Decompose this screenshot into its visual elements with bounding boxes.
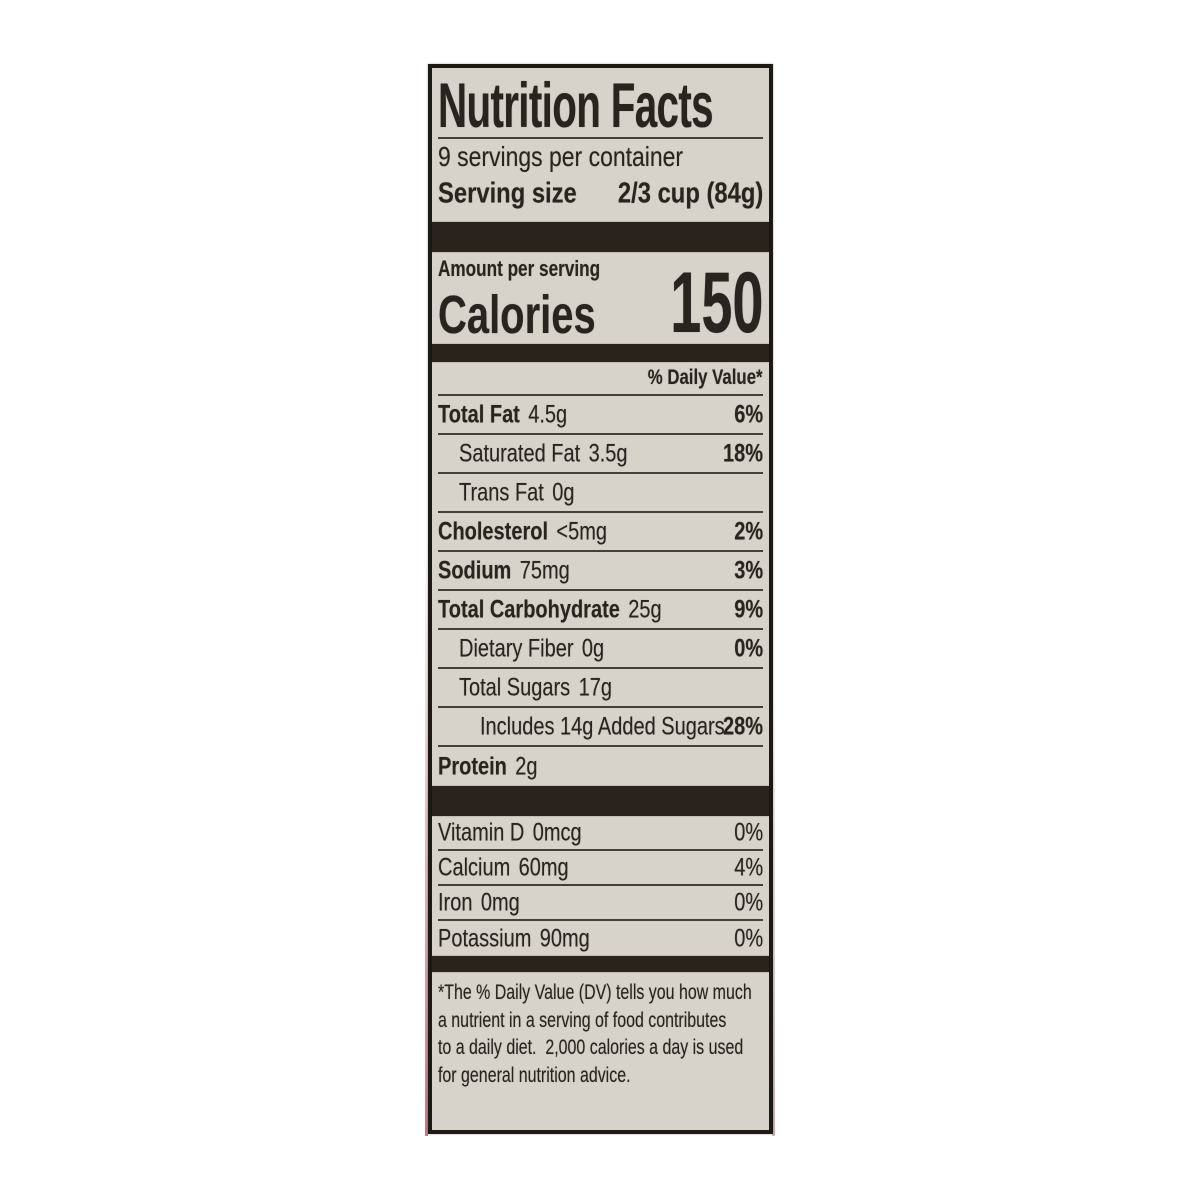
nutrient-row-saturated-fat: Saturated Fat 3.5g 18% — [438, 435, 763, 474]
servings-per-container-text: 9 servings per container — [438, 140, 684, 172]
nutrient-dv: 3% — [734, 556, 763, 584]
nutrient-amount: 0g — [552, 478, 575, 506]
serving-size-label: Serving size — [438, 177, 577, 210]
micronutrient-name: Iron — [438, 888, 473, 916]
daily-value-header-row: % Daily Value* — [438, 362, 763, 396]
nutrient-amount: 0g — [581, 634, 605, 662]
nutrient-amount: 4.5g — [528, 400, 568, 428]
nutrient-name: Sodium — [438, 556, 512, 584]
nutrient-row-sodium: Sodium 75mg 3% — [438, 552, 763, 591]
serving-size-row: Serving size 2/3 cup (84g) — [438, 174, 763, 214]
calories-value: 150 — [669, 255, 763, 351]
nutrient-name: Protein — [438, 752, 507, 780]
nutrient-row-added-sugars: Includes 14g Added Sugars 28% — [438, 708, 763, 747]
nutrient-dv: 0% — [734, 634, 763, 662]
daily-value-footnote: *The % Daily Value (DV) tells you how mu… — [438, 979, 763, 1089]
nutrient-dv: 18% — [722, 439, 763, 467]
micronutrient-amount: 0mg — [480, 888, 520, 916]
panel-title-text: Nutrition Facts — [438, 71, 714, 141]
nutrient-dv: 2% — [734, 517, 763, 545]
nutrient-dv: 9% — [734, 595, 763, 623]
micronutrient-amount: 60mg — [518, 853, 569, 881]
footnote-line: *The % Daily Value (DV) tells you how mu… — [438, 981, 752, 1004]
nutrient-amount: 3.5g — [588, 439, 628, 467]
micronutrient-name: Potassium — [438, 924, 532, 952]
nutrient-dv: 6% — [734, 400, 763, 428]
micronutrient-dv: 0% — [734, 818, 763, 846]
nutrient-row-dietary-fiber: Dietary Fiber 0g 0% — [438, 630, 763, 669]
nutrient-name: Total Fat — [438, 400, 520, 428]
nutrient-amount: 75mg — [519, 556, 570, 584]
daily-value-header: % Daily Value* — [648, 366, 763, 389]
nutrient-amount: 25g — [628, 595, 662, 623]
amount-per-serving-label: Amount per serving — [438, 256, 601, 281]
thick-divider-bar-top — [432, 222, 769, 252]
nutrient-row-total-sugars: Total Sugars 17g — [438, 669, 763, 708]
medium-divider-bar-calories — [432, 344, 769, 362]
micronutrient-row-iron: Iron 0mg 0% — [438, 886, 763, 921]
nutrient-row-total-fat: Total Fat 4.5g 6% — [438, 396, 763, 435]
micronutrient-dv: 0% — [734, 888, 763, 916]
micronutrient-name: Vitamin D — [438, 818, 525, 846]
serving-size-value: 2/3 cup (84g) — [617, 177, 763, 210]
thick-divider-bar-protein — [432, 786, 769, 816]
nutrient-name: Total Sugars — [459, 673, 571, 701]
micronutrient-dv: 0% — [734, 924, 763, 952]
nutrient-amount: 17g — [578, 673, 612, 701]
footnote-line: to a daily diet. 2,000 calories a day is… — [438, 1036, 744, 1059]
micronutrient-amount: 90mg — [539, 924, 590, 952]
package-edge-right — [772, 700, 775, 1136]
calories-label: Calories — [438, 285, 596, 345]
panel-title: Nutrition Facts — [438, 71, 763, 141]
nutrient-name: Saturated Fat — [459, 439, 581, 467]
title-divider-line — [438, 137, 763, 139]
nutrient-name: Total Carbohydrate — [438, 595, 620, 623]
nutrient-row-total-carbohydrate: Total Carbohydrate 25g 9% — [438, 591, 763, 630]
package-edge-left — [425, 540, 428, 1136]
nutrient-row-trans-fat: Trans Fat 0g — [438, 474, 763, 513]
nutrient-amount: 2g — [515, 752, 538, 780]
nutrient-name: Dietary Fiber — [459, 634, 574, 662]
medium-divider-bar-bottom — [432, 956, 769, 972]
micronutrient-row-potassium: Potassium 90mg 0% — [438, 921, 763, 956]
micronutrient-dv: 4% — [734, 853, 763, 881]
calories-section: Amount per serving Calories 150 — [438, 254, 763, 346]
micronutrient-amount: 0mcg — [532, 818, 582, 846]
nutrient-name: Includes 14g Added Sugars — [480, 712, 725, 740]
nutrient-row-cholesterol: Cholesterol <5mg 2% — [438, 513, 763, 552]
nutrient-row-protein: Protein 2g — [438, 747, 763, 786]
nutrition-facts-panel: Nutrition Facts 9 servings per container… — [428, 64, 773, 1134]
servings-per-container: 9 servings per container — [438, 139, 763, 174]
micronutrient-row-vitamin-d: Vitamin D 0mcg 0% — [438, 816, 763, 851]
nutrient-name: Trans Fat — [459, 478, 544, 506]
nutrient-amount: <5mg — [556, 517, 608, 545]
micronutrient-name: Calcium — [438, 853, 511, 881]
nutrient-dv: 28% — [722, 712, 763, 740]
nutrient-name: Cholesterol — [438, 517, 549, 545]
footnote-line: a nutrient in a serving of food contribu… — [438, 1008, 727, 1032]
micronutrient-row-calcium: Calcium 60mg 4% — [438, 851, 763, 886]
footnote-line: for general nutrition advice. — [438, 1063, 631, 1087]
